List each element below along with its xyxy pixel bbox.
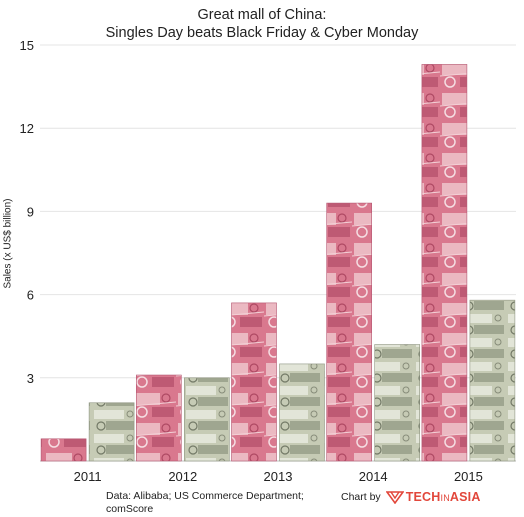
chart-credit: Chart by TECHINASIA	[341, 490, 481, 504]
bar-yuan-2013	[231, 302, 277, 461]
techinasia-logo-text: TECHINASIA	[406, 490, 481, 504]
bar-outline-yuan-2011	[40, 438, 87, 462]
y-tick-label: 12	[20, 121, 34, 136]
bar-outline-yuan-2015	[421, 64, 468, 462]
bar-dollar-2012	[184, 377, 230, 461]
chart-title-line-1: Great mall of China:	[197, 7, 327, 23]
bar-outline-dollar-2015	[469, 299, 516, 462]
data-source: Data: Alibaba; US Commerce Department; c…	[106, 490, 336, 516]
x-tick-label: 2015	[454, 469, 483, 484]
y-tick-label: 9	[27, 204, 34, 219]
bar-yuan-2012	[136, 375, 182, 461]
data-source-line-1: Data: Alibaba; US Commerce Department;	[106, 490, 304, 502]
bar-yuan-2011	[41, 438, 87, 461]
logo-word-tech: TECH	[405, 490, 441, 504]
bar-outline-dollar-2011	[88, 402, 135, 462]
chart-credit-label: Chart by	[341, 491, 381, 503]
logo-word-in: IN	[440, 493, 450, 503]
data-source-line-2: comScore	[106, 503, 154, 515]
techinasia-logo: TECHINASIA	[385, 490, 481, 504]
y-tick-label: 15	[20, 38, 34, 53]
bar-yuan-2015	[421, 64, 467, 461]
bar-outline-dollar-2014	[374, 344, 421, 462]
chart-title-line-2: Singles Day beats Black Friday & Cyber M…	[105, 25, 419, 41]
techinasia-logo-icon	[385, 490, 404, 504]
bar-outline-dollar-2013	[279, 363, 325, 462]
bar-outline-yuan-2012	[136, 374, 182, 462]
bar-outline-dollar-2012	[184, 377, 230, 462]
bar-yuan-2014	[326, 203, 372, 461]
bar-outline-yuan-2014	[326, 202, 373, 462]
x-tick-label: 2011	[74, 469, 102, 484]
y-axis-label: Sales (x US$ billion)	[2, 198, 14, 289]
bar-dollar-2015	[469, 300, 515, 461]
x-tick-label: 2012	[168, 469, 197, 484]
y-tick-label: 6	[27, 288, 34, 303]
bar-dollar-2013	[279, 363, 325, 461]
bar-outline-yuan-2013	[231, 302, 277, 462]
y-tick-label: 3	[27, 371, 34, 386]
x-tick-label: 2014	[359, 469, 388, 484]
bar-dollar-2014	[374, 344, 420, 461]
x-tick-label: 2013	[264, 469, 293, 484]
logo-word-asia: ASIA	[449, 490, 481, 504]
bar-dollar-2011	[89, 402, 135, 461]
